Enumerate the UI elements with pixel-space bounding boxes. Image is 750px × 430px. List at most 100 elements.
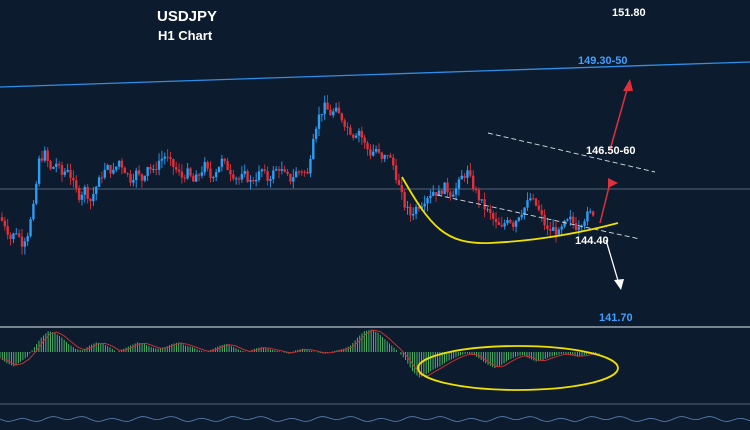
candle-body (511, 222, 515, 227)
candle-body (0, 217, 4, 221)
candle-body (49, 161, 52, 169)
candle-body (183, 177, 186, 179)
candle-body (357, 130, 361, 136)
level-label-144-40: 144.40 (575, 235, 609, 247)
oscillator-signal-line (1, 329, 601, 377)
candle-body (491, 213, 495, 219)
candle-body (354, 135, 358, 138)
candle-body (69, 169, 72, 178)
candle-body (546, 225, 549, 230)
candle-body (463, 175, 466, 178)
candle-body (306, 171, 309, 174)
level-label-149-30-50: 149.30-50 (578, 55, 628, 67)
candle-body (480, 199, 483, 201)
candle-body (303, 171, 306, 173)
candle-body (163, 156, 166, 159)
candle-body (160, 158, 164, 161)
candle-body (377, 148, 381, 153)
candle-body (577, 227, 581, 230)
arrow-up-long (609, 85, 629, 151)
candle-body (274, 169, 278, 171)
candle-body (209, 168, 212, 178)
candle-body (563, 220, 566, 227)
candle-body (406, 206, 409, 208)
candle-body (172, 159, 175, 168)
channel-lower-line (436, 194, 641, 240)
candle-body (272, 170, 275, 180)
candle-body (115, 166, 118, 170)
candle-body (26, 236, 29, 242)
candle-body (332, 111, 335, 116)
candle-body (92, 193, 95, 202)
candle-body (283, 169, 286, 172)
chart-subtitle: H1 Chart (158, 28, 213, 43)
candle-body (155, 169, 158, 171)
candle-body (194, 174, 198, 182)
candle-body (214, 172, 218, 178)
candle-body (143, 175, 146, 181)
candle-body (320, 114, 324, 116)
candle-body (83, 186, 87, 195)
candle-body (591, 211, 595, 216)
candle-body (417, 206, 421, 209)
candle-body (437, 190, 441, 196)
candle-body (123, 167, 126, 174)
candle-body (103, 169, 107, 178)
candle-body (534, 198, 538, 206)
candle-body (540, 210, 543, 215)
candle-body (206, 162, 209, 169)
candle-body (129, 173, 132, 183)
candle-body (589, 211, 592, 213)
candle-body (560, 226, 563, 230)
candle-body (469, 170, 472, 176)
candle-body (326, 102, 329, 110)
candle-body (392, 157, 395, 166)
candle-body (117, 160, 121, 167)
candle-body (506, 219, 509, 224)
candle-body (126, 173, 129, 175)
candle-body (257, 171, 261, 180)
candle-body (217, 166, 221, 173)
candle-body (20, 236, 24, 247)
candle-body (146, 167, 149, 176)
candle-body (35, 183, 38, 204)
candle-body (269, 179, 272, 181)
candle-body (197, 174, 201, 176)
candle-body (234, 178, 238, 180)
trendline-resistance (0, 61, 750, 88)
candle-body (12, 233, 15, 239)
candle-body (549, 229, 552, 231)
candle-body (237, 178, 241, 180)
candle-body (526, 200, 529, 208)
candle-body (414, 206, 418, 214)
candle-body (566, 219, 569, 221)
candle-body (446, 182, 449, 193)
candle-body (452, 194, 455, 197)
candle-body (349, 127, 352, 135)
candle-body (586, 211, 589, 222)
candle-body (3, 220, 7, 227)
candle-body (434, 192, 438, 196)
candle-body (369, 149, 372, 156)
candle-body (109, 165, 112, 174)
candle-body (132, 180, 135, 183)
candle-body (429, 195, 432, 199)
candle-body (323, 102, 326, 115)
candle-body (175, 167, 178, 170)
candle-body (297, 171, 301, 173)
candle-body (483, 199, 486, 210)
candle-body (557, 229, 561, 235)
candle-body (23, 241, 27, 247)
candle-body (135, 170, 138, 181)
annotations (0, 61, 750, 290)
candle-body (489, 209, 492, 214)
rounding-bottom-curve (401, 176, 619, 244)
candle-body (229, 170, 232, 175)
candle-body (466, 170, 469, 178)
candle-body (477, 189, 481, 201)
candle-body (112, 169, 115, 174)
candle-body (409, 206, 412, 216)
candle-body (337, 107, 341, 114)
bottom-indicator-line (0, 416, 750, 422)
